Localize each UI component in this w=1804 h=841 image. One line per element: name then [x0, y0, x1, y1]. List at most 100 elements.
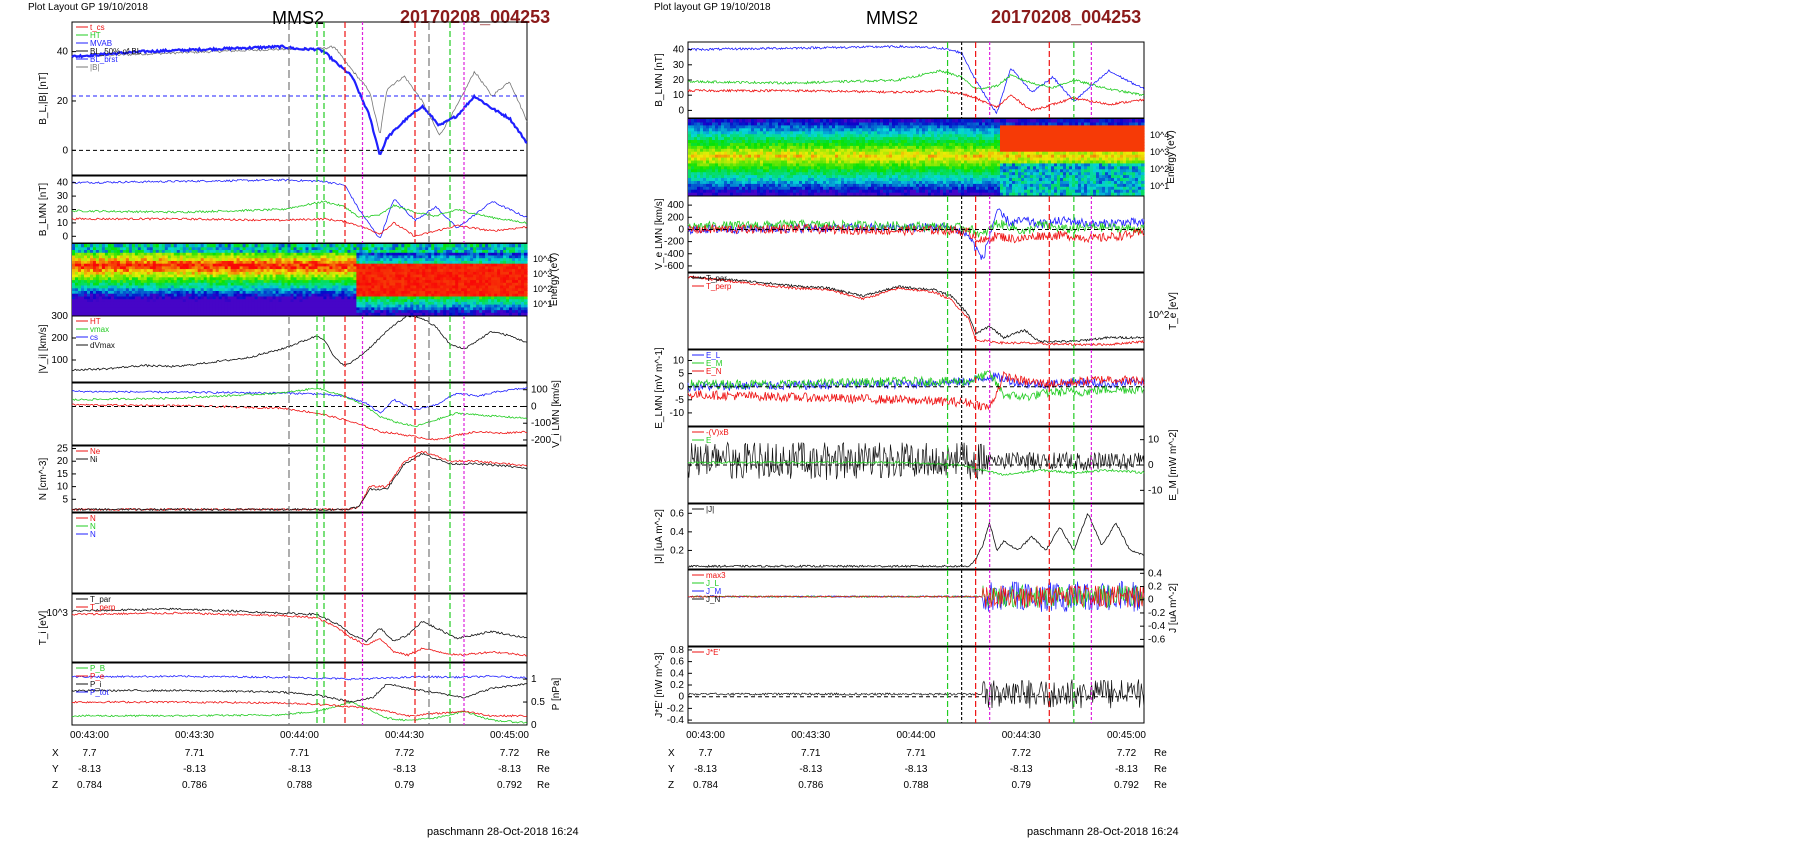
spectrogram-cell — [110, 268, 115, 272]
spectrogram-cell — [374, 263, 378, 267]
spectrogram-cell — [443, 285, 447, 289]
spectrogram-cell — [224, 293, 229, 297]
spectrogram-cell — [751, 151, 755, 155]
spectrogram-cell — [518, 279, 522, 283]
spectrogram-cell — [691, 136, 695, 140]
spectrogram-cell — [497, 265, 501, 270]
spectrogram-cell — [440, 244, 444, 248]
spectrogram-cell — [760, 133, 764, 138]
spectrogram-cell — [251, 298, 256, 302]
spectrogram-cell — [287, 306, 292, 311]
spectrogram-cell — [224, 306, 229, 311]
spectrogram-cell — [356, 309, 360, 313]
spectrogram-cell — [754, 151, 758, 155]
spectrogram-cell — [182, 263, 187, 267]
spectrogram-cell — [296, 290, 301, 294]
spectrogram-cell — [242, 249, 247, 253]
spectrogram-cell — [515, 304, 519, 308]
spectrogram-cell — [724, 119, 728, 123]
spectrogram-cell — [410, 271, 414, 275]
spectrogram-cell — [140, 276, 145, 281]
spectrogram-cell — [700, 183, 704, 187]
spectrogram-cell — [485, 246, 489, 250]
spectrogram-cell — [215, 285, 220, 289]
spectrogram-cell — [269, 287, 274, 291]
spectrogram-cell — [182, 298, 187, 302]
spectrogram-cell — [371, 265, 375, 270]
spectrogram-cell — [257, 312, 262, 316]
spectrogram-cell — [230, 309, 235, 313]
spectrogram-cell — [706, 174, 710, 178]
spectrogram-cell — [772, 127, 776, 132]
spectrogram-cell — [194, 260, 199, 264]
spectrogram-cell — [197, 265, 202, 270]
spectrogram-cell — [146, 263, 151, 267]
spectrogram-cell — [413, 257, 417, 261]
spectrogram-cell — [374, 287, 378, 291]
spectrogram-cell — [161, 254, 166, 259]
spectrogram-cell — [715, 186, 719, 190]
spectrogram-cell — [440, 287, 444, 291]
spectrogram-cell — [491, 265, 495, 270]
spectrogram-cell — [254, 271, 259, 275]
spectrogram-cell — [113, 254, 118, 259]
spectrogram-cell — [482, 290, 486, 294]
spectrogram-cell — [143, 279, 148, 283]
spectrogram-cell — [766, 180, 770, 184]
spectrogram-cell — [730, 130, 734, 135]
spectrogram-cell — [134, 268, 139, 272]
spectrogram-cell — [688, 154, 692, 158]
spectrogram-cell — [191, 298, 196, 302]
spectrogram-cell — [500, 290, 504, 294]
spectrogram-cell — [518, 268, 522, 272]
spectrogram-cell — [365, 295, 369, 300]
spectrogram-cell — [78, 260, 82, 264]
spectrogram-cell — [386, 309, 390, 313]
spectrogram-cell — [691, 180, 695, 184]
spectrogram-cell — [724, 192, 728, 196]
spectrogram-cell — [254, 290, 259, 294]
spectrogram-cell — [320, 260, 325, 264]
spectrogram-cell — [323, 246, 327, 250]
spectrogram-cell — [75, 274, 79, 278]
spectrogram-cell — [170, 268, 175, 272]
spectrogram-cell — [245, 304, 250, 308]
spectrogram-cell — [113, 279, 118, 283]
spectrogram-cell — [236, 293, 241, 297]
spectrogram-cell — [72, 246, 76, 250]
spectrogram-cell — [733, 174, 737, 178]
spectrogram-cell — [215, 276, 220, 281]
y-tick-label: 40 — [673, 45, 685, 56]
spectrogram-cell — [290, 304, 295, 308]
spectrogram-cell — [431, 274, 435, 278]
spectrogram-cell — [434, 290, 438, 294]
spectrogram-cell — [416, 301, 420, 305]
y-tick-label: 20 — [57, 456, 69, 467]
spectrogram-cell — [341, 252, 345, 256]
spectrogram-cell — [506, 244, 510, 248]
spectrogram-cell — [395, 246, 399, 250]
spectrogram-cell — [739, 165, 743, 170]
spectrogram-cell — [733, 148, 737, 152]
spectrogram-cell — [389, 274, 393, 278]
spectrogram-cell — [170, 309, 175, 313]
spectrogram-cell — [137, 254, 142, 259]
spectrogram-cell — [404, 276, 408, 281]
spectrogram-cell — [164, 276, 169, 281]
spectrogram-cell — [470, 246, 474, 250]
spectrogram-cell — [287, 287, 292, 291]
spectrogram-cell — [290, 257, 295, 261]
spectrogram-cell — [763, 127, 767, 132]
spectrogram-cell — [134, 274, 139, 278]
spectrogram-cell — [81, 260, 85, 264]
ephemeris-value: 0.784 — [77, 780, 102, 791]
spectrogram-cell — [332, 274, 336, 278]
spectrogram-cell — [455, 274, 459, 278]
spectrogram-cell — [482, 298, 486, 302]
spectrogram-cell — [736, 162, 740, 167]
spectrogram-cell — [90, 282, 94, 286]
spectrogram-cell — [155, 279, 160, 283]
spectrogram-cell — [116, 265, 121, 270]
spectrogram-cell — [512, 293, 516, 297]
